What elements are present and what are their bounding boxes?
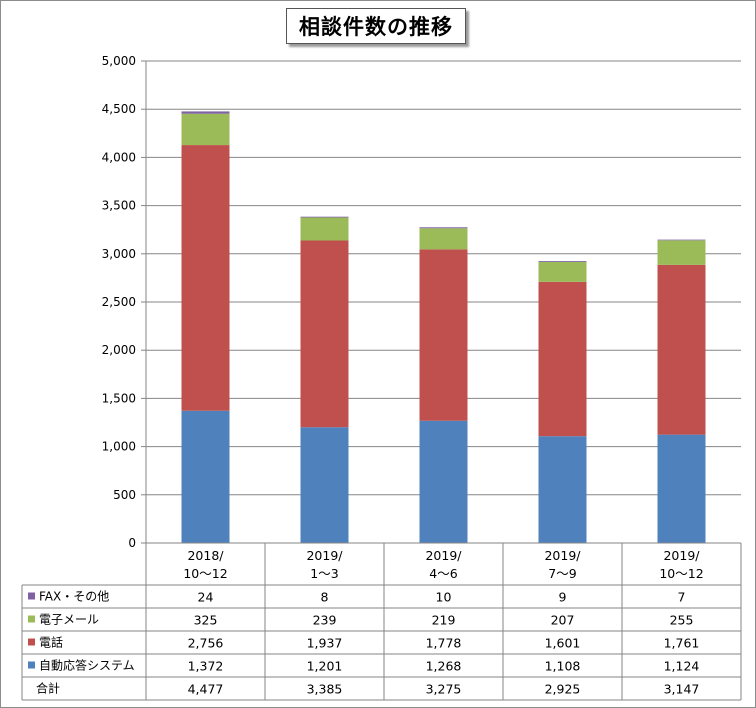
bar-segment xyxy=(657,264,706,435)
category-label: 10～12 xyxy=(659,566,703,581)
bar-segment xyxy=(538,436,587,543)
bar-segment xyxy=(538,261,587,282)
table-cell-value: 4,477 xyxy=(188,682,224,697)
table-cell-value: 1,124 xyxy=(664,659,700,674)
table-cell-value: 10 xyxy=(436,590,452,605)
table-cell-value: 1,937 xyxy=(307,636,343,651)
table-cell-value: 1,108 xyxy=(545,659,581,674)
y-tick-label: 3,500 xyxy=(102,199,136,213)
bar-segment xyxy=(300,217,349,241)
category-label: 1～3 xyxy=(310,566,338,581)
table-cell-value: 3,385 xyxy=(307,682,343,697)
category-label: 2018/ xyxy=(187,548,224,563)
y-tick-label: 3,000 xyxy=(102,247,136,261)
bar-segment xyxy=(300,427,349,543)
bar-segment xyxy=(419,227,468,229)
table-cell-value: 24 xyxy=(198,590,214,605)
category-label: 2019/ xyxy=(425,548,462,563)
bar-segment xyxy=(300,240,349,428)
category-label: 2019/ xyxy=(663,548,700,563)
table-cell-value: 207 xyxy=(551,613,575,628)
legend-key xyxy=(28,592,35,600)
row-label: FAX・その他 xyxy=(39,590,109,604)
y-tick-label: 2,500 xyxy=(102,295,136,309)
table-cell-value: 3,275 xyxy=(426,682,462,697)
table-cell-value: 8 xyxy=(321,590,329,605)
y-tick-label: 5,000 xyxy=(102,54,136,68)
y-tick-label: 4,500 xyxy=(102,102,136,116)
bar-segment xyxy=(181,145,230,411)
legend-key xyxy=(28,638,35,646)
category-label: 4～6 xyxy=(429,566,457,581)
y-tick-label: 2,000 xyxy=(102,343,136,357)
row-label: 電話 xyxy=(39,635,63,650)
category-label: 7～9 xyxy=(548,566,576,581)
bar-segment xyxy=(181,111,230,114)
bar-segment xyxy=(538,261,587,262)
y-tick-label: 1,500 xyxy=(102,391,136,405)
legend-key xyxy=(28,661,35,669)
bar-segment xyxy=(657,240,706,265)
table-cell-value: 1,601 xyxy=(545,636,581,651)
table-cell-value: 1,201 xyxy=(307,659,343,674)
y-tick-label: 500 xyxy=(113,488,136,502)
y-tick-label: 0 xyxy=(128,536,136,550)
table-cell-value: 3,147 xyxy=(664,682,700,697)
table-cell-value: 1,761 xyxy=(664,636,700,651)
row-label: 電子メール xyxy=(39,613,99,627)
chart-title-box: 相談件数の推移 xyxy=(286,8,466,44)
bar-segment xyxy=(538,281,587,437)
table-cell-value: 1,372 xyxy=(188,659,224,674)
category-label: 2019/ xyxy=(306,548,343,563)
table-cell-value: 7 xyxy=(678,590,686,605)
table-cell-value: 2,925 xyxy=(545,682,581,697)
bar-segment xyxy=(300,216,349,218)
table-cell-value: 2,756 xyxy=(188,636,224,651)
table-cell-value: 239 xyxy=(313,613,337,628)
category-label: 2019/ xyxy=(544,548,581,563)
legend-key xyxy=(28,615,35,623)
bar-segment xyxy=(181,410,230,543)
bar-segment xyxy=(419,228,468,250)
table-cell-value: 1,778 xyxy=(426,636,462,651)
row-label: 合計 xyxy=(36,681,60,696)
table-cell-value: 255 xyxy=(670,613,694,628)
y-tick-label: 1,000 xyxy=(102,440,136,454)
bar-segment xyxy=(419,249,468,421)
bar-segment xyxy=(419,420,468,543)
y-tick-label: 4,000 xyxy=(102,150,136,164)
table-cell-value: 325 xyxy=(194,613,218,628)
table-cell-value: 1,268 xyxy=(426,659,462,674)
table-cell-value: 219 xyxy=(432,613,456,628)
category-label: 10～12 xyxy=(183,566,227,581)
bar-segment xyxy=(181,113,230,146)
row-label: 自動応答システム xyxy=(39,658,135,673)
table-cell-value: 9 xyxy=(559,590,567,605)
chart-title: 相談件数の推移 xyxy=(299,15,453,39)
bar-segment xyxy=(657,434,706,543)
bar-segment xyxy=(657,239,706,241)
